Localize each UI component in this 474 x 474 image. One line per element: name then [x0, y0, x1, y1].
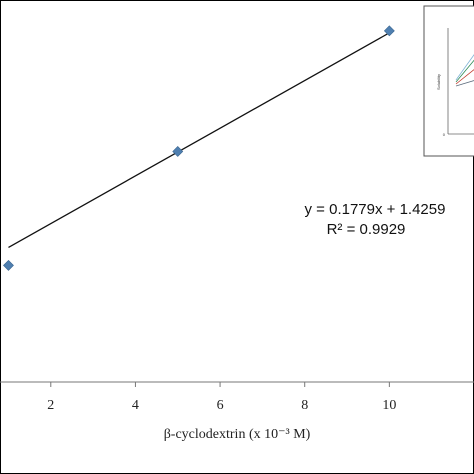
inset-curve-1 [455, 59, 474, 83]
inset-curve-2 [455, 69, 474, 85]
data-point-1 [3, 259, 14, 271]
x-tick-labels: 2 4 6 8 10 [47, 398, 396, 413]
x-axis-label: β-cyclodextrin (x 10⁻³ M) [164, 427, 311, 442]
x-tick-label-4: 4 [132, 398, 139, 413]
trendline-equation: y = 0.1779x + 1.4259 [305, 201, 446, 218]
x-tick-label-10: 10 [382, 398, 396, 413]
r-squared-value: R² = 0.9929 [327, 221, 406, 238]
inset-y-label: Solubility [436, 74, 441, 90]
data-point-2 [172, 146, 184, 157]
inset-chart: Solubility 0 [423, 5, 474, 157]
inset-curve-4 [455, 54, 474, 81]
x-tick-label-2: 2 [47, 398, 54, 413]
x-tick-label-6: 6 [217, 398, 224, 413]
data-point-3 [383, 25, 395, 37]
x-ticks [50, 382, 390, 387]
inset-curve-3 [455, 80, 474, 87]
x-tick-label-8: 8 [301, 398, 308, 413]
inset-tick-label: 0 [443, 132, 446, 137]
trendline [8, 32, 390, 249]
inset-frame [423, 5, 474, 157]
data-points [3, 25, 395, 271]
